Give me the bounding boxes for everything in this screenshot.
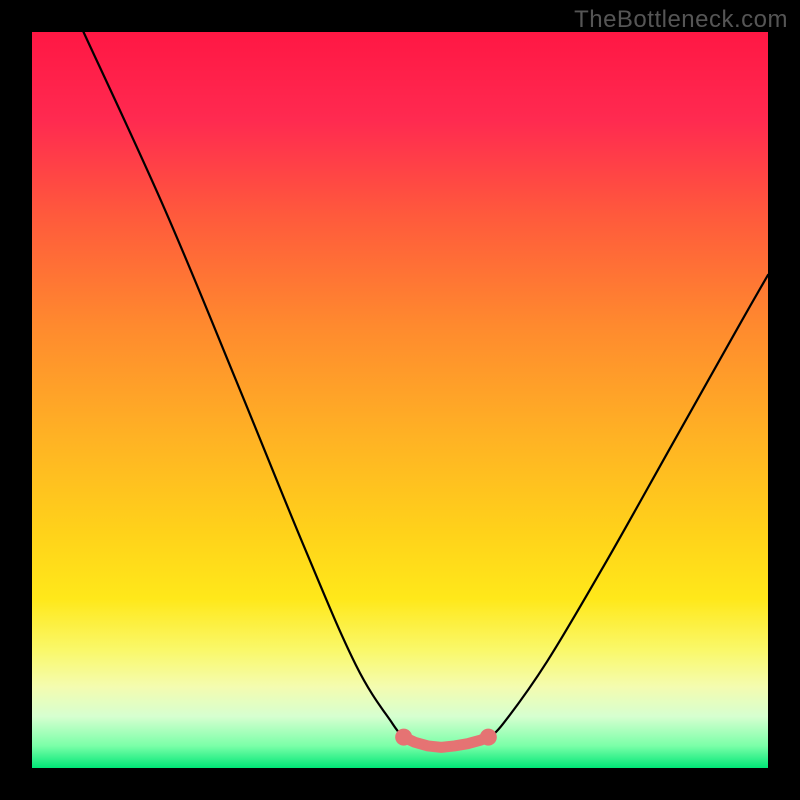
chart-plot-area — [32, 32, 768, 768]
optimal-range-dot — [480, 729, 497, 746]
optimal-range-dot — [410, 738, 419, 747]
optimal-range-dot — [450, 741, 459, 750]
optimal-range-dot — [395, 729, 412, 746]
bottleneck-chart-svg — [0, 0, 800, 800]
chart-root: TheBottleneck.com — [0, 0, 800, 800]
optimal-range-dot — [423, 741, 432, 750]
optimal-range-dot — [463, 739, 472, 748]
optimal-range-dot — [437, 743, 446, 752]
